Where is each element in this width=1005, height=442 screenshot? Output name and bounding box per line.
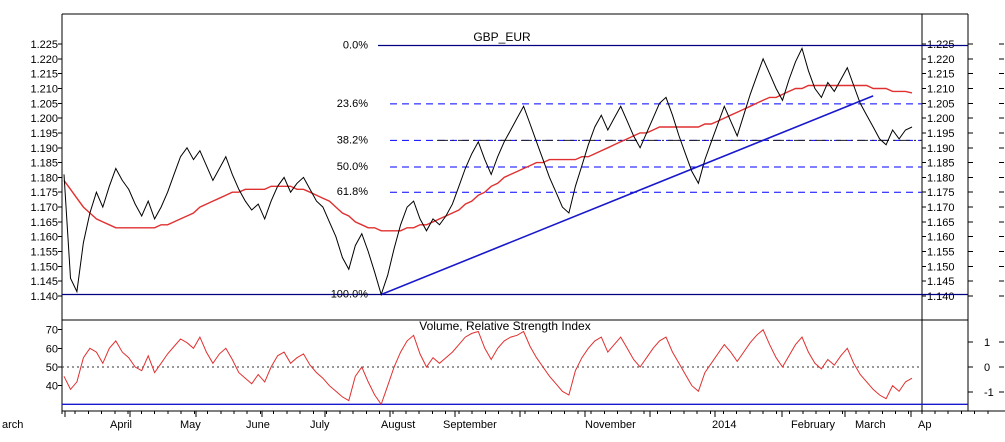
price-axis-label-left: 1.225 [30,39,58,51]
month-label: February [791,419,836,431]
indicator-panel-title: Volume, Relative Strength Index [419,319,590,333]
price-axis-label-right: 1.155 [927,247,955,259]
price-axis-label-left: 1.170 [30,202,58,214]
price-axis-label-right: 1.200 [927,113,955,125]
price-axis-label-left: 1.195 [30,128,58,140]
month-label: May [180,419,201,431]
price-axis-label-right: 1.180 [927,172,955,184]
rsi-axis-label: 40 [46,381,58,393]
price-axis-label-right: 1.140 [927,291,955,303]
price-axis-label-right: 1.185 [927,158,955,170]
price-axis-label-left: 1.165 [30,217,58,229]
moving-average-line [63,84,913,232]
fib-level-label: 50.0% [337,161,368,173]
price-axis-label-left: 1.180 [30,172,58,184]
fib-level-label: 38.2% [337,134,368,146]
price-axis-label-left: 1.155 [30,247,58,259]
price-axis-label-left: 1.145 [30,276,58,288]
price-axis-label-right: 1.215 [927,69,955,81]
price-axis-label-left: 1.190 [30,143,58,155]
price-axis-label-left: 1.175 [30,187,58,199]
price-axis-label-right: 1.220 [927,54,955,66]
price-axis-label-right: 1.160 [927,232,955,244]
fib-level-label: 100.0% [331,289,369,301]
price-axis-label-right: 1.150 [927,261,955,273]
price-axis-label-left: 1.140 [30,291,58,303]
month-label: November [585,419,636,431]
rsi-axis-label: 70 [46,325,58,337]
rsi-axis-label: 50 [46,362,58,374]
month-label: 2014 [712,419,736,431]
rsi-line [63,328,913,406]
price-axis-label-left: 1.215 [30,69,58,81]
price-axis-label-left: 1.205 [30,98,58,110]
price-axis-label-right: 1.145 [927,276,955,288]
fib-level-label: 23.6% [337,98,368,110]
price-axis-label-right: 1.210 [927,83,955,95]
month-label: September [443,419,497,431]
price-axis-label-right: 1.205 [927,98,955,110]
volume-axis-label: 0 [984,362,990,374]
month-label: July [310,419,330,431]
price-axis-label-right: 1.175 [927,187,955,199]
price-axis-label-left: 1.160 [30,232,58,244]
volume-axis-label: 1 [984,337,990,349]
month-label: March [855,419,886,431]
price-axis-label-right: 1.195 [927,128,955,140]
price-axis-label-left: 1.220 [30,54,58,66]
month-label: June [246,419,270,431]
month-label: Ap [918,419,931,431]
rsi-axis-label: 60 [46,343,58,355]
price-line [63,47,913,297]
fib-level-label: 0.0% [343,39,368,51]
fib-level-label: 61.8% [337,186,368,198]
price-axis-label-left: 1.150 [30,261,58,273]
volume-axis-label: -1 [984,387,994,399]
month-label: August [381,419,415,431]
price-axis-label-right: 1.170 [927,202,955,214]
price-axis-label-left: 1.185 [30,158,58,170]
chart-symbol-title: GBP_EUR [473,30,531,44]
month-label: April [110,419,132,431]
trendline [380,95,874,296]
price-axis-label-right: 1.190 [927,143,955,155]
month-label: arch [2,419,23,431]
price-axis-label-right: 1.165 [927,217,955,229]
price-axis-label-left: 1.210 [30,83,58,95]
price-axis-label-left: 1.200 [30,113,58,125]
